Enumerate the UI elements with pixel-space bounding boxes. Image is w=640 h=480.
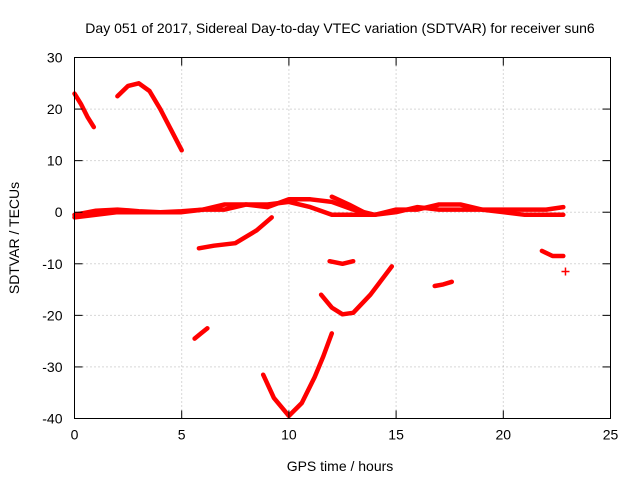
series-arc-11 <box>432 279 455 289</box>
chart-title: Day 051 of 2017, Sidereal Day-to-day VTE… <box>85 20 595 36</box>
y-tick-label: -40 <box>42 411 62 427</box>
y-tick-label: -20 <box>42 307 62 323</box>
x-tick-label: 5 <box>178 427 186 443</box>
y-tick-label: 30 <box>47 50 63 66</box>
y-tick-label: 0 <box>55 204 63 220</box>
data-series <box>72 81 570 419</box>
x-tick-label: 25 <box>603 427 619 443</box>
x-tick-label: 10 <box>281 427 297 443</box>
y-tick-label: 20 <box>47 101 63 117</box>
series-arc-7 <box>260 331 335 419</box>
x-tick-label: 0 <box>71 427 79 443</box>
y-tick-label: -10 <box>42 256 62 272</box>
y-axis-label: SDTVAR / TECUs <box>6 182 22 294</box>
series-arc-12 <box>539 248 566 259</box>
series-arc-2 <box>115 81 184 153</box>
y-tick-label: 10 <box>47 153 63 169</box>
series-arc-6 <box>192 326 210 341</box>
series-arc-1 <box>72 91 97 130</box>
y-tick-label: -30 <box>42 359 62 375</box>
gridlines <box>74 57 611 419</box>
series-arc-5 <box>196 215 274 251</box>
series-arc-9 <box>327 258 356 267</box>
series-arc-10 <box>329 194 367 215</box>
series-arc-4 <box>72 197 566 220</box>
x-tick-label: 15 <box>388 427 404 443</box>
series-arc-8 <box>318 264 395 317</box>
x-axis-label: GPS time / hours <box>287 458 394 474</box>
axis-ticks: 0 5 10 15 20 25 -40 -30 -20 -10 0 10 20 30 <box>42 50 618 443</box>
x-tick-label: 20 <box>496 427 512 443</box>
plot-frame <box>74 57 611 419</box>
point-arc-13 <box>561 267 570 276</box>
